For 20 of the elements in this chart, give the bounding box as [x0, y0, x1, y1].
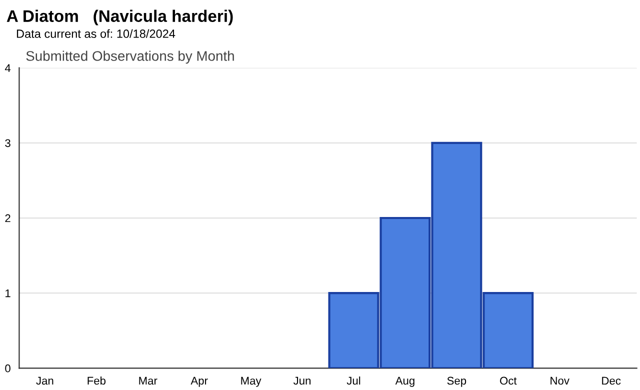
y-tick-label: 3 [5, 139, 10, 148]
chart-title: A Diatom (Navicula harderi) [6, 10, 233, 26]
x-tick-label: Jun [293, 376, 311, 385]
x-tick-label: Aug [395, 376, 414, 387]
x-tick-label: Nov [550, 376, 570, 385]
x-tick-label: Apr [190, 376, 208, 387]
y-tick-label: 4 [4, 64, 11, 72]
x-tick-label: Feb [88, 376, 106, 385]
y-tick-label: 1 [6, 289, 10, 298]
text: Submitted Observations by Month [26, 50, 234, 64]
chart-subtitle: Data current as of: 10/18/2024 [16, 29, 176, 38]
x-tick-label: Jul [346, 376, 360, 385]
x-tick-label: Jan [36, 376, 54, 385]
x-tick-label: Oct [500, 376, 517, 385]
y-tick-label: 0 [5, 364, 10, 372]
x-tick-label: Mar [139, 376, 158, 385]
x-tick-label: Sep [447, 376, 466, 387]
y-tick-label: 2 [5, 214, 10, 222]
x-tick-label: May [241, 376, 262, 387]
x-tick-label: Dec [602, 376, 621, 385]
